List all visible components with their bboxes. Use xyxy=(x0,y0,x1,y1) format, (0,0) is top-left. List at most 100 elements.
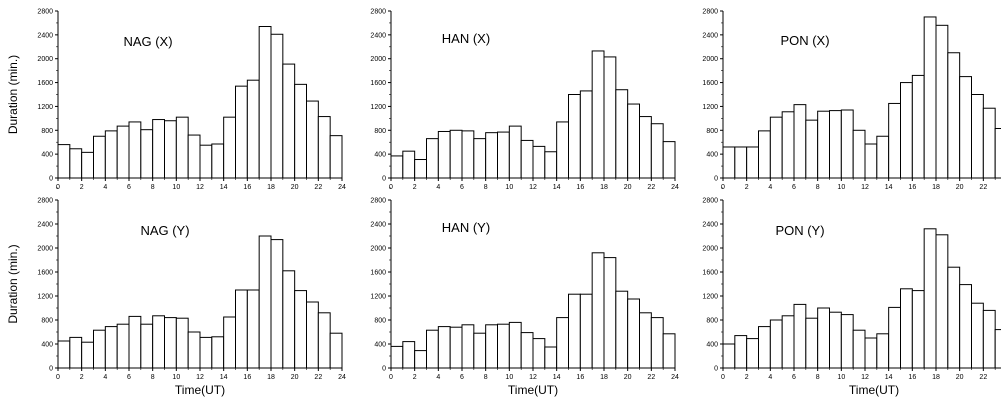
x-tick-label: 12 xyxy=(196,374,204,381)
bar xyxy=(817,307,831,369)
bar xyxy=(473,138,487,179)
bar xyxy=(615,89,629,179)
y-tick-label: 400 xyxy=(706,342,718,349)
bar xyxy=(994,127,1001,179)
x-tick-label: 16 xyxy=(243,374,251,381)
x-tick-label: 6 xyxy=(792,374,796,381)
bar xyxy=(805,119,819,179)
bar xyxy=(840,314,854,369)
x-tick-label: 6 xyxy=(127,184,131,191)
bar xyxy=(603,56,617,179)
x-tick-label: 6 xyxy=(460,184,464,191)
bar xyxy=(864,143,878,179)
bar xyxy=(947,52,961,179)
panel-pon-x: 0 400 800 1200 1600 2000 2400 2800 0 2 4 6 8 10 12 14 16… xyxy=(702,9,1001,191)
y-tick-label: 400 xyxy=(374,152,386,159)
bar xyxy=(69,336,83,369)
bar xyxy=(888,102,902,179)
bar xyxy=(306,301,319,369)
bar xyxy=(294,290,307,369)
bar xyxy=(485,324,498,369)
y-tick-label: 400 xyxy=(41,342,53,349)
y-tick-label: 1600 xyxy=(370,270,386,277)
bar xyxy=(923,228,937,369)
y-tick-label: 2800 xyxy=(702,9,718,16)
bar xyxy=(734,146,748,179)
bar xyxy=(93,329,106,369)
y-tick-label: 2400 xyxy=(702,32,718,39)
bar xyxy=(840,109,854,179)
bar xyxy=(829,311,842,369)
bar xyxy=(449,129,463,179)
bar xyxy=(282,270,296,369)
y-tick-label: 400 xyxy=(706,152,718,159)
bar xyxy=(662,141,676,179)
y-tick-label: 1200 xyxy=(37,294,53,301)
bar xyxy=(876,333,890,369)
bar xyxy=(329,135,343,179)
bar xyxy=(888,306,902,369)
bar xyxy=(994,329,1001,369)
bar xyxy=(223,116,237,179)
bar xyxy=(294,83,307,179)
bar xyxy=(104,130,118,179)
y-tick-label: 0 xyxy=(714,366,718,373)
x-tick-label: 14 xyxy=(553,374,561,381)
bar xyxy=(152,315,166,369)
bar xyxy=(793,104,807,179)
bar xyxy=(414,159,427,179)
bar xyxy=(81,341,94,369)
bar xyxy=(485,132,498,179)
bar xyxy=(758,326,771,369)
x-tick-label: 0 xyxy=(389,184,393,191)
bar xyxy=(140,323,154,369)
bar xyxy=(591,252,605,369)
bar xyxy=(175,317,189,369)
bar xyxy=(93,135,106,179)
x-tick-label: 2 xyxy=(745,374,749,381)
bar xyxy=(864,337,878,369)
y-tick-label: 2400 xyxy=(37,32,53,39)
y-tick-label: 2800 xyxy=(370,198,386,205)
bar xyxy=(187,134,201,179)
bar xyxy=(947,266,961,369)
bar xyxy=(461,324,475,369)
y-tick-label: 400 xyxy=(374,342,386,349)
y-tick-label: 0 xyxy=(49,176,53,183)
bar xyxy=(627,298,641,369)
x-tick-label: 18 xyxy=(267,374,275,381)
bar xyxy=(959,76,973,179)
x-tick-label: 10 xyxy=(505,374,513,381)
bar xyxy=(414,350,427,369)
bar xyxy=(116,323,130,369)
bar xyxy=(769,319,783,369)
bar xyxy=(57,340,71,369)
x-tick-label: 20 xyxy=(291,374,299,381)
bar xyxy=(175,116,189,179)
x-tick-label: 2 xyxy=(413,184,417,191)
bar xyxy=(317,312,331,369)
bar xyxy=(556,317,570,369)
x-tick-label: 10 xyxy=(837,374,845,381)
bar xyxy=(211,336,225,369)
bar xyxy=(223,316,237,369)
bar xyxy=(734,335,748,369)
bar xyxy=(69,148,83,179)
y-tick-label: 400 xyxy=(41,152,53,159)
bar xyxy=(211,143,225,179)
x-tick-label: 20 xyxy=(956,374,964,381)
y-tick-label: 0 xyxy=(382,366,386,373)
bar xyxy=(270,33,284,179)
y-tick-label: 1200 xyxy=(370,104,386,111)
bar xyxy=(544,346,558,369)
x-tick-label: 20 xyxy=(624,184,632,191)
y-tick-label: 2000 xyxy=(702,246,718,253)
x-tick-label: 18 xyxy=(932,184,940,191)
y-tick-label: 2400 xyxy=(702,222,718,229)
x-tick-label: 14 xyxy=(220,184,228,191)
bar xyxy=(568,94,581,179)
y-tick-label: 2000 xyxy=(370,56,386,63)
